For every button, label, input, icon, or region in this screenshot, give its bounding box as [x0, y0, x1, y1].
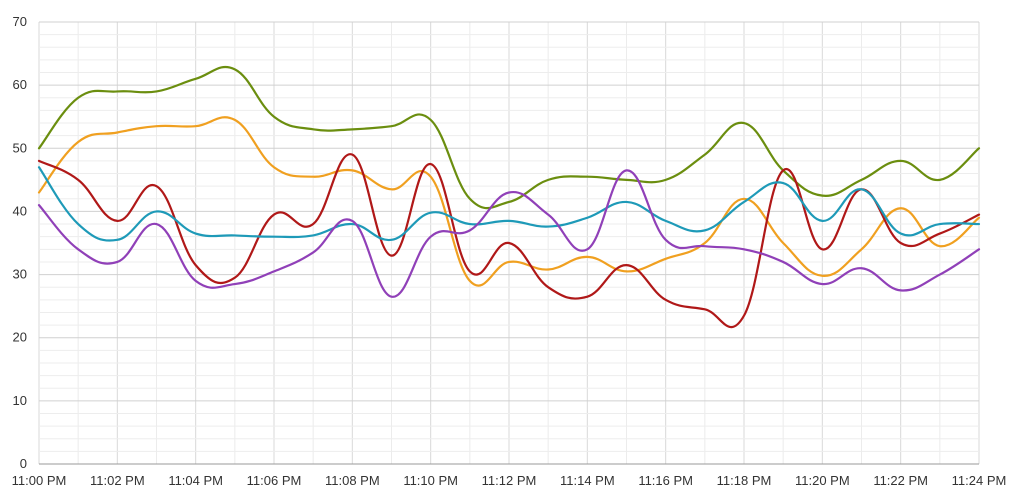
series-line-2 [37, 116, 981, 287]
x-tick-label: 11:24 PM [952, 473, 1007, 488]
x-tick-label: 11:18 PM [717, 473, 772, 488]
x-tick-label: 11:02 PM [90, 473, 145, 488]
x-tick-label: 11:22 PM [873, 473, 928, 488]
x-tick-label: 11:00 PM [12, 473, 67, 488]
y-tick-label: 50 [13, 140, 27, 155]
x-axis: 11:00 PM 11:02 PM 11:04 PM 11:06 PM 11:08 PM… [12, 473, 1007, 488]
y-tick-label: 30 [13, 267, 27, 282]
series-line-1 [37, 65, 981, 210]
x-tick-label: 11:08 PM [325, 473, 380, 488]
y-axis: 0 10 20 30 40 50 60 70 [13, 14, 27, 471]
series-line-4 [37, 166, 981, 242]
series-line-3 [37, 153, 981, 329]
y-tick-label: 70 [13, 14, 27, 29]
y-tick-label: 0 [20, 456, 27, 471]
grid [38, 21, 980, 465]
x-tick-label: 11:20 PM [795, 473, 850, 488]
series-lines [37, 65, 981, 329]
x-tick-label: 11:16 PM [638, 473, 693, 488]
y-tick-label: 40 [13, 203, 27, 218]
x-tick-label: 11:12 PM [482, 473, 537, 488]
y-tick-label: 60 [13, 77, 27, 92]
x-tick-label: 11:04 PM [168, 473, 223, 488]
x-tick-label: 11:06 PM [247, 473, 302, 488]
x-tick-label: 11:10 PM [403, 473, 458, 488]
series-line-5 [37, 169, 981, 298]
y-tick-label: 10 [13, 393, 27, 408]
y-tick-label: 20 [13, 330, 27, 345]
x-tick-label: 11:14 PM [560, 473, 615, 488]
